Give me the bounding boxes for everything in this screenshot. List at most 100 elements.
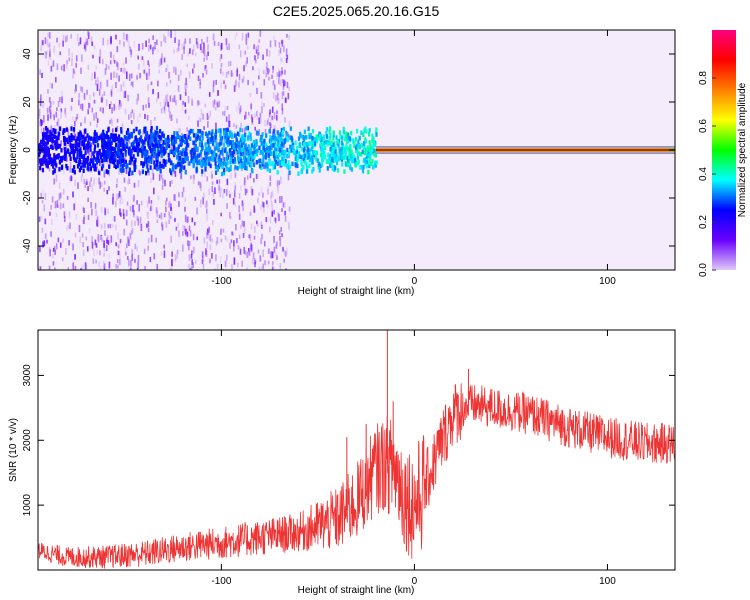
spectrogram-xtick-label: -100 — [211, 276, 231, 287]
noise-cell — [133, 210, 135, 216]
noise-cell — [62, 188, 65, 195]
noise-cell — [181, 43, 184, 50]
noise-cell — [129, 46, 131, 52]
noise-cell — [233, 131, 236, 136]
noise-cell — [80, 268, 82, 270]
noise-cell — [240, 122, 242, 127]
band-cell — [345, 131, 348, 137]
band-cell — [344, 162, 348, 167]
noise-cell — [67, 267, 70, 270]
noise-cell — [267, 248, 270, 254]
band-cell — [69, 142, 72, 148]
noise-cell — [40, 94, 42, 100]
band-cell — [176, 162, 180, 167]
noise-cell — [66, 60, 68, 65]
noise-cell — [87, 197, 89, 202]
noise-cell — [189, 230, 192, 237]
noise-cell — [83, 178, 86, 184]
noise-cell — [177, 74, 180, 81]
band-cell — [358, 135, 361, 141]
noise-cell — [148, 161, 150, 166]
noise-cell — [100, 96, 103, 103]
band-cell — [171, 167, 175, 172]
noise-cell — [246, 267, 248, 270]
noise-cell — [235, 124, 238, 129]
band-cell — [39, 158, 42, 164]
band-cell — [241, 134, 244, 140]
band-cell — [128, 134, 131, 140]
noise-cell — [254, 55, 256, 61]
noise-cell — [233, 257, 236, 265]
band-cell — [199, 149, 203, 155]
noise-cell — [128, 268, 130, 270]
noise-cell — [56, 37, 58, 43]
band-cell — [229, 159, 232, 165]
noise-cell — [242, 75, 245, 82]
band-cell — [106, 151, 109, 157]
noise-cell — [199, 117, 202, 123]
noise-cell — [181, 103, 184, 111]
noise-cell — [208, 226, 210, 233]
band-cell — [362, 132, 365, 138]
noise-cell — [195, 38, 198, 45]
band-cell — [39, 165, 42, 171]
band-cell — [353, 143, 356, 149]
band-cell — [218, 162, 222, 168]
noise-cell — [269, 181, 272, 187]
band-cell — [229, 156, 232, 162]
band-cell — [334, 149, 337, 154]
band-cell — [356, 146, 359, 152]
noise-cell — [161, 224, 164, 231]
band-cell — [255, 130, 259, 135]
band-cell — [179, 164, 182, 170]
band-cell — [291, 137, 294, 143]
noise-cell — [169, 215, 172, 220]
noise-cell — [68, 57, 71, 62]
band-cell — [41, 167, 45, 173]
band-cell — [253, 147, 256, 153]
noise-cell — [125, 167, 128, 174]
band-cell — [48, 134, 51, 140]
band-cell — [329, 153, 332, 159]
noise-cell — [112, 193, 114, 201]
noise-cell — [128, 239, 130, 247]
noise-cell — [50, 218, 53, 226]
band-cell — [135, 147, 138, 153]
noise-cell — [185, 77, 187, 86]
noise-cell — [106, 190, 109, 195]
noise-cell — [124, 248, 127, 255]
band-cell — [121, 141, 124, 147]
noise-cell — [172, 98, 174, 103]
band-cell — [348, 136, 352, 142]
band-cell — [164, 137, 167, 143]
band-cell — [207, 156, 210, 162]
noise-cell — [158, 174, 161, 181]
colorbar: 0.00.20.40.60.8 Normalized spectral ampl… — [698, 30, 748, 277]
band-cell — [202, 157, 206, 163]
noise-cell — [103, 222, 106, 229]
noise-cell — [98, 261, 101, 268]
band-cell — [268, 159, 272, 164]
band-cell — [296, 157, 299, 162]
noise-cell — [117, 264, 119, 269]
noise-cell — [66, 196, 69, 200]
band-cell — [52, 128, 55, 133]
band-cell — [247, 149, 250, 154]
noise-cell — [191, 174, 194, 179]
colorbar-tick-label: 0.8 — [698, 71, 709, 85]
noise-cell — [199, 181, 202, 189]
noise-cell — [233, 243, 235, 252]
noise-cell — [177, 223, 179, 229]
band-cell — [197, 153, 200, 158]
band-cell — [192, 162, 196, 167]
band-cell — [204, 167, 207, 172]
band-cell — [214, 134, 217, 140]
noise-cell — [245, 33, 248, 41]
noise-cell — [40, 215, 43, 220]
band-cell — [289, 148, 292, 154]
band-cell — [94, 167, 97, 172]
noise-cell — [56, 64, 59, 71]
noise-cell — [73, 70, 76, 75]
noise-cell — [271, 251, 274, 259]
